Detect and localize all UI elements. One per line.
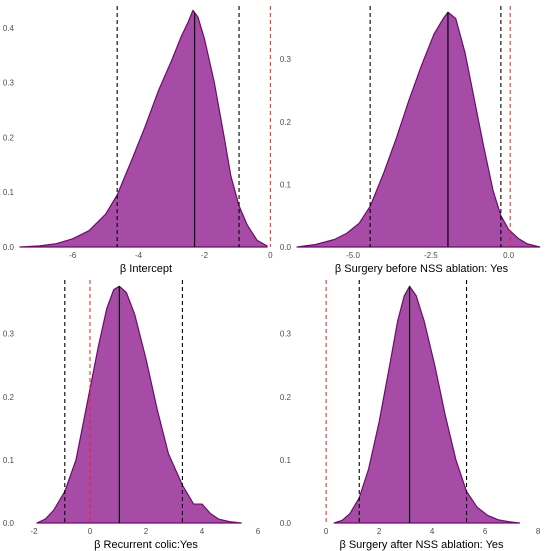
y-tick-label: 0.0	[280, 243, 292, 252]
x-tick-label: -6	[69, 251, 77, 260]
y-tick-label: 0.2	[280, 118, 292, 127]
y-tick-label: 0.0	[280, 519, 292, 528]
x-tick-label: 0.0	[503, 251, 515, 260]
y-tick-label: 0.2	[3, 133, 15, 142]
y-tick-label: 0.2	[3, 393, 15, 402]
x-axis-title: β Intercept	[120, 263, 172, 275]
x-axis-title: β Surgery after NSS ablation: Yes	[339, 539, 504, 551]
y-tick-label: 0.1	[3, 188, 15, 197]
x-tick-label: 8	[536, 527, 541, 536]
density-area	[19, 9, 268, 248]
panel-surgery-before-nss: 0.0 0.1 0.2 0.3 -5.0 -2.5 0.0 β Surgery before …	[280, 6, 541, 275]
x-tick-label: 0	[268, 251, 273, 260]
y-tick-label: 0.0	[3, 519, 15, 528]
x-tick-label: -5.0	[346, 251, 360, 260]
y-tick-label: 0.0	[3, 243, 15, 252]
density-area	[296, 11, 541, 248]
y-tick-label: 0.2	[280, 393, 292, 402]
x-tick-label: 2	[377, 527, 382, 536]
panel-recurrent-colic: 0.0 0.1 0.2 0.3 -2 0 2 4 6 β Recurrent colic:Yes	[3, 280, 261, 551]
y-tick-label: 0.4	[3, 24, 15, 33]
panel-intercept: 0.0 0.1 0.2 0.3 0.4 -6 -4 -2 0 β Intercept	[3, 6, 273, 275]
x-tick-label: 0	[88, 527, 93, 536]
density-area	[333, 285, 521, 524]
x-tick-label: -4	[135, 251, 143, 260]
x-axis-title: β Surgery before NSS ablation: Yes	[335, 263, 509, 275]
y-tick-label: 0.3	[280, 55, 292, 64]
x-tick-label: 6	[256, 527, 261, 536]
x-tick-label: -2	[201, 251, 209, 260]
x-tick-label: 6	[483, 527, 488, 536]
y-tick-label: 0.1	[3, 456, 15, 465]
x-tick-label: -2	[30, 527, 38, 536]
x-axis-title: β Recurrent colic:Yes	[94, 539, 198, 551]
x-tick-label: 2	[144, 527, 149, 536]
y-tick-label: 0.3	[3, 330, 15, 339]
density-area	[36, 285, 242, 524]
y-tick-label: 0.1	[280, 456, 292, 465]
x-tick-label: 0	[324, 527, 329, 536]
x-tick-label: -2.5	[424, 251, 438, 260]
x-tick-label: 4	[200, 527, 205, 536]
y-tick-label: 0.3	[280, 330, 292, 339]
panel-surgery-after-nss: 0.0 0.1 0.2 0.3 0 2 4 6 8 β Surgery after NSS abl…	[280, 280, 541, 551]
y-tick-label: 0.3	[3, 79, 15, 88]
x-tick-label: 4	[430, 527, 435, 536]
y-tick-label: 0.1	[280, 180, 292, 189]
